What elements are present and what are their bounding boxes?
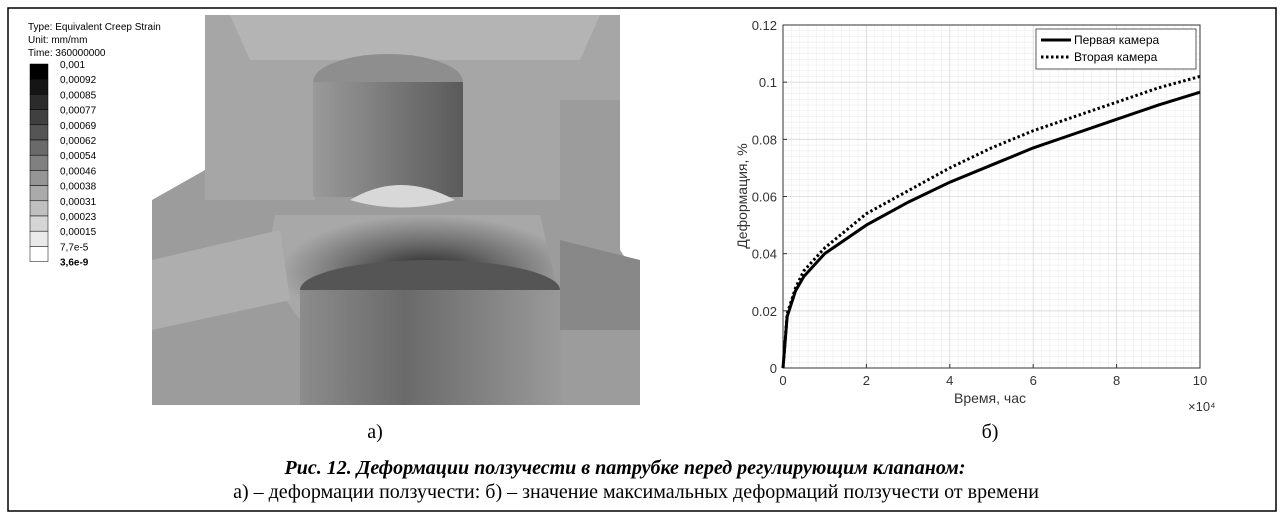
colorbar-label: 0,00062 — [60, 136, 97, 147]
colorbar-legend: Type: Equivalent Creep Strain Unit: mm/m… — [28, 22, 161, 269]
colorbar-band — [30, 94, 48, 109]
y-tick-label: 0 — [770, 361, 777, 376]
x-tick-label: 0 — [779, 373, 786, 388]
x-tick-label: 8 — [1113, 373, 1120, 388]
colorbar-band — [30, 79, 48, 94]
colorbar-label: 0,00069 — [60, 121, 97, 132]
colorbar-band — [30, 110, 48, 125]
colorbar-band — [30, 186, 48, 201]
x-tick-label: 4 — [946, 373, 953, 388]
x-tick-label: 6 — [1030, 373, 1037, 388]
y-axis-label: Деформация, % — [734, 143, 750, 248]
colorbar-band — [30, 125, 48, 140]
x-tick-label: 10 — [1193, 373, 1207, 388]
colorbar-label: 0,00015 — [60, 227, 97, 238]
colorbar-band — [30, 155, 48, 170]
fem-image — [152, 15, 640, 405]
legend-label: Первая камера — [1074, 33, 1160, 47]
colorbar-label: 0,00085 — [60, 90, 97, 101]
y-tick-label: 0.06 — [752, 190, 777, 205]
y-tick-label: 0.02 — [752, 304, 777, 319]
panel-label: а) — [367, 421, 383, 443]
page: {"left_panel": { "legend": {"type": "Typ… — [0, 0, 1284, 519]
colorbar-label: 0,00038 — [60, 182, 97, 193]
colorbar-band — [30, 201, 48, 216]
y-tick-label: 0.1 — [759, 75, 777, 90]
colorbar-label: 7,7e-5 — [60, 242, 89, 253]
x-axis-label: Время, час — [954, 390, 1026, 406]
colorbar-label: 0,00031 — [60, 197, 97, 208]
colorbar-band — [30, 231, 48, 246]
colorbar-band — [30, 170, 48, 185]
x-multiplier: ×10⁴ — [1188, 399, 1216, 414]
colorbar-band — [30, 216, 48, 231]
panel-label: б) — [982, 421, 999, 443]
chart: 0 2 4 6 8 10 0 0.02 0.04 0.06 0.08 0.1 0.12 Первая ка… — [752, 18, 1208, 388]
colorbar-band — [30, 246, 48, 261]
legend-label: Вторая камера — [1074, 50, 1158, 64]
legend-time: Time: 360000000 — [28, 48, 106, 59]
caption-text: а) – деформации ползучести: б) – значени… — [233, 481, 1039, 503]
colorbar-label: 0,001 — [60, 60, 85, 71]
y-tick-label: 0.12 — [752, 18, 777, 33]
colorbar-label: 0,00077 — [60, 106, 97, 117]
colorbar-label: 0,00023 — [60, 212, 97, 223]
colorbar-label: 3,6e-9 — [60, 258, 89, 269]
legend-unit: Unit: mm/mm — [28, 35, 87, 46]
colorbar-band — [30, 140, 48, 155]
legend-type: Type: Equivalent Creep Strain — [28, 22, 161, 33]
colorbar-label: 0,00046 — [60, 166, 97, 177]
colorbar-label: 0,00054 — [60, 151, 97, 162]
colorbar-band — [30, 64, 48, 79]
y-tick-label: 0.04 — [752, 247, 777, 262]
figure: Type: Equivalent Creep Strain Unit: mm/m… — [0, 0, 1284, 519]
y-tick-label: 0.08 — [752, 132, 777, 147]
caption-title: Рис. 12. Деформации ползучести в патрубк… — [284, 457, 966, 479]
colorbar-label: 0,00092 — [60, 75, 97, 86]
x-tick-label: 2 — [863, 373, 870, 388]
